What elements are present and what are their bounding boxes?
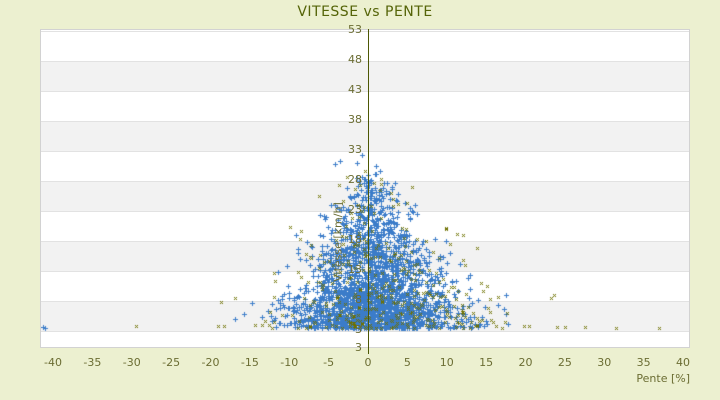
y-tick-label: 33 [348, 143, 362, 156]
x-tick-label: -15 [240, 356, 259, 369]
y-tick-label: 18 [348, 233, 362, 246]
x-tick-label: -10 [280, 356, 299, 369]
x-tick-label: 0 [364, 356, 372, 369]
plot-area [40, 29, 690, 348]
x-tick-label: 25 [557, 356, 572, 369]
chart-title: VITESSE vs PENTE [297, 4, 433, 20]
y-tick-label: 3 [355, 323, 362, 336]
scatter-points-canvas [41, 30, 689, 347]
x-axis-title: Pente [%] [636, 372, 690, 385]
x-tick-label: 40 [676, 356, 690, 369]
x-tick-label: 20 [518, 356, 533, 369]
x-tick-label: 10 [439, 356, 454, 369]
y-tick-label: 48 [348, 53, 362, 66]
x-tick-label: -30 [122, 356, 141, 369]
y-tick-label: 13 [348, 263, 362, 276]
y-tick-label: 28 [348, 173, 362, 186]
x-tick-label: -5 [323, 356, 335, 369]
x-tick-label: 35 [636, 356, 651, 369]
y-axis-line [368, 29, 369, 354]
x-tick-label: -20 [201, 356, 220, 369]
y-tick-label: 38 [348, 113, 362, 126]
y-tick-label: 8 [355, 293, 362, 306]
x-tick-label: 15 [479, 356, 494, 369]
y-axis-min-label: 3 [355, 341, 362, 354]
x-tick-label: -35 [83, 356, 102, 369]
x-tick-label: -40 [44, 356, 62, 369]
y-tick-label: 53 [348, 23, 362, 36]
y-tick-label: 43 [348, 83, 362, 96]
y-tick-label: 23 [348, 203, 362, 216]
x-tick-label: 30 [597, 356, 612, 369]
x-tick-label: 5 [403, 356, 411, 369]
x-tick-label: -25 [162, 356, 181, 369]
